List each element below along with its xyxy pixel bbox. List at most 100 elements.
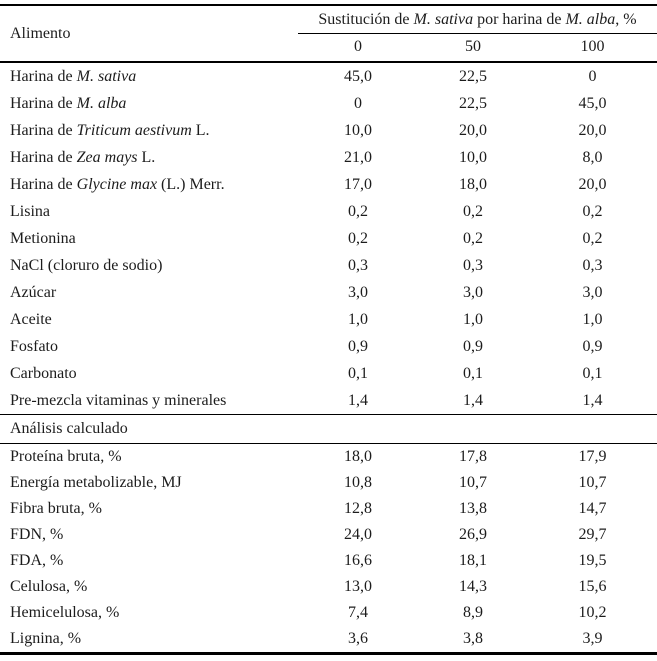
cell-value: 7,4 <box>348 604 368 621</box>
label-text: Harina de <box>10 121 77 139</box>
table-row: Fosfato 0,9 0,9 0,9 <box>0 333 657 360</box>
row-label: Metionina <box>0 225 298 252</box>
table-row: FDA, % 16,6 18,1 19,5 <box>0 548 657 574</box>
food-column-header: Alimento <box>0 5 298 63</box>
cell-value: 45,0 <box>344 67 372 85</box>
cell-value: 17,8 <box>459 448 487 465</box>
label-text: Harina de <box>10 175 77 193</box>
table-row: Celulosa, % 13,0 14,3 15,6 <box>0 574 657 600</box>
row-label: Proteína bruta, % <box>0 444 298 471</box>
cell-value: 14,3 <box>459 578 487 595</box>
cell-value: 10,8 <box>344 474 372 491</box>
species-name-italic: M. alba <box>565 11 616 28</box>
cell-value: 1,0 <box>582 310 603 328</box>
cell-value: 0,3 <box>348 256 368 274</box>
table-row: Fibra bruta, % 12,8 13,8 14,7 <box>0 496 657 522</box>
cell-value: 22,5 <box>459 94 487 112</box>
label-text: Harina de <box>10 148 77 166</box>
label-text: Fibra bruta, % <box>10 500 102 517</box>
cell-value: 18,1 <box>459 552 487 569</box>
table-body: Harina de M. sativa 45,0 22,5 0 Harina de M.… <box>0 62 657 654</box>
cell-value: 3,8 <box>463 630 483 647</box>
table-row: Energía metabolizable, MJ 10,8 10,7 10,7 <box>0 470 657 496</box>
row-label: Fibra bruta, % <box>0 496 298 522</box>
cell-value: 0,3 <box>582 256 603 274</box>
cell-value: 0,9 <box>463 337 483 355</box>
cell-value: 10,7 <box>578 474 607 491</box>
row-label: FDA, % <box>0 548 298 574</box>
cell-value: 0,1 <box>348 364 368 382</box>
table-row: Harina de Glycine max (L.) Merr. 17,0 18,0… <box>0 171 657 198</box>
cell-value: 18,0 <box>459 175 487 193</box>
species-name-italic: M. sativa <box>413 11 474 28</box>
cell-value: 10,2 <box>578 604 607 621</box>
species-name-italic: Glycine max <box>76 175 158 193</box>
table-row: Lignina, % 3,6 3,8 3,9 <box>0 626 657 654</box>
row-label: Pre-mezcla vitaminas y minerales <box>0 387 298 415</box>
row-label: Harina de Glycine max (L.) Merr. <box>0 171 298 198</box>
row-label: Hemicelulosa, % <box>0 600 298 626</box>
label-text: , % <box>615 11 637 28</box>
table-row: NaCl (cloruro de sodio) 0,3 0,3 0,3 <box>0 252 657 279</box>
sub-header-100: 100 <box>528 33 657 63</box>
label-text: Sustitución de <box>318 11 414 28</box>
label-text: L. <box>191 121 210 139</box>
substitution-span-header: Sustitución de M. sativa por harina de M… <box>298 5 657 34</box>
label-text: Lignina, % <box>10 630 82 647</box>
cell-value: 0,9 <box>348 337 368 355</box>
cell-value: 0 <box>354 94 362 112</box>
cell-value: 8,0 <box>582 148 603 166</box>
row-label: Harina de Zea mays L. <box>0 144 298 171</box>
cell-value: 8,9 <box>463 604 483 621</box>
row-label: NaCl (cloruro de sodio) <box>0 252 298 279</box>
cell-value: 17,9 <box>578 448 607 465</box>
label-text: Fosfato <box>10 337 58 355</box>
row-label: Aceite <box>0 306 298 333</box>
cell-value: 29,7 <box>578 526 607 543</box>
label-text: L. <box>137 148 156 166</box>
table-row: Pre-mezcla vitaminas y minerales 1,4 1,4 1,… <box>0 387 657 415</box>
cell-value: 1,4 <box>582 391 603 409</box>
label-text: Celulosa, % <box>10 578 88 595</box>
label-text: Carbonato <box>10 364 77 382</box>
cell-value: 20,0 <box>578 121 607 139</box>
species-name-italic: M. sativa <box>76 67 137 85</box>
species-name-italic: Zea mays <box>76 148 138 166</box>
cell-value: 45,0 <box>578 94 607 112</box>
cell-value: 13,0 <box>344 578 372 595</box>
label-text: NaCl (cloruro de sodio) <box>10 256 163 274</box>
cell-value: 3,0 <box>582 283 603 301</box>
cell-value: 1,4 <box>348 391 368 409</box>
cell-value: 12,8 <box>344 500 372 517</box>
label-text: Aceite <box>10 310 52 328</box>
cell-value: 0,2 <box>582 202 603 220</box>
cell-value: 14,7 <box>578 500 607 517</box>
cell-value: 16,6 <box>344 552 372 569</box>
span-header-row: Alimento Sustitución de M. sativa por ha… <box>0 5 657 63</box>
table-row: Lisina 0,2 0,2 0,2 <box>0 198 657 225</box>
label-text: Metionina <box>10 229 76 247</box>
row-label: Harina de M. alba <box>0 90 298 117</box>
cell-value: 3,0 <box>348 283 368 301</box>
label-text: Lisina <box>10 202 50 220</box>
table-row: Hemicelulosa, % 7,4 8,9 10,2 <box>0 600 657 626</box>
cell-value: 10,7 <box>459 474 487 491</box>
species-name-italic: M. alba <box>76 94 127 112</box>
cell-value: 20,0 <box>578 175 607 193</box>
row-label: Lisina <box>0 198 298 225</box>
cell-value: 0,9 <box>582 337 603 355</box>
label-text: Harina de <box>10 94 77 112</box>
species-name-italic: Triticum aestivum <box>76 121 192 139</box>
table-row: Harina de M. sativa 45,0 22,5 0 <box>0 62 657 90</box>
cell-value: 22,5 <box>459 67 487 85</box>
cell-value: 1,0 <box>348 310 368 328</box>
label-text: Proteína bruta, % <box>10 448 122 465</box>
cell-value: 3,0 <box>463 283 483 301</box>
table-row: Proteína bruta, % 18,0 17,8 17,9 <box>0 444 657 471</box>
sub-header-row: 0 50 100 <box>0 33 657 63</box>
row-label: Harina de M. sativa <box>0 62 298 90</box>
row-label: Carbonato <box>0 360 298 387</box>
row-label: Harina de Triticum aestivum L. <box>0 117 298 144</box>
label-text: por harina de <box>473 11 566 28</box>
